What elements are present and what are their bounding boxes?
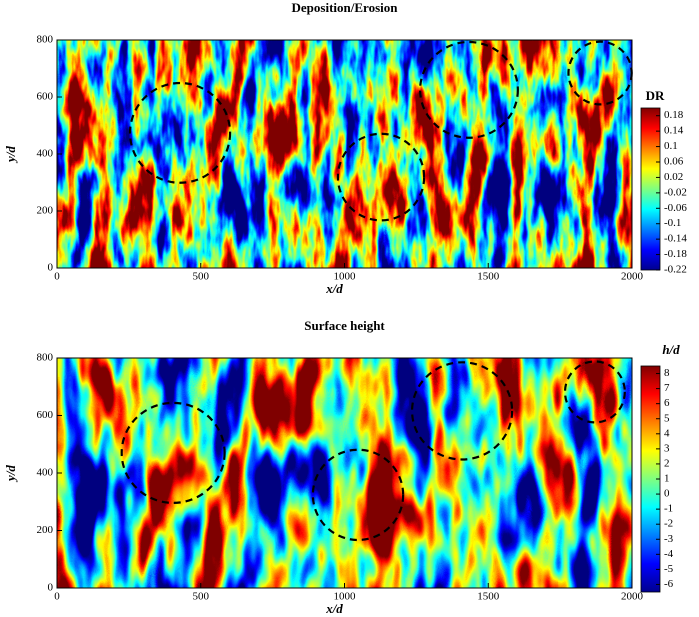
y-axis-label: y/d: [3, 146, 18, 164]
chart-title: Surface height: [304, 318, 385, 333]
colorbar-tick-label: -3: [664, 533, 674, 545]
colorbar-tick-label: 6: [664, 397, 670, 409]
dashed-circle: [419, 40, 519, 139]
colorbar-label: h/d: [662, 342, 680, 357]
y-tick-label: 800: [37, 34, 54, 46]
x-tick-label: 2000: [621, 591, 644, 603]
colorbar-tick-label: 4: [664, 427, 670, 439]
dashed-circle: [336, 132, 426, 222]
colorbar-label: DR: [646, 88, 665, 103]
y-tick-label: 400: [37, 467, 54, 479]
y-tick-label: 600: [37, 91, 54, 103]
colorbar-tick-label: 7: [664, 382, 670, 394]
x-tick-label: 1500: [477, 271, 500, 283]
dashed-circle: [128, 81, 232, 184]
dashed-circle: [120, 401, 226, 505]
colorbar-tick-label: -0.1: [664, 217, 681, 229]
y-tick-label: 400: [37, 148, 54, 160]
colorbar: [640, 107, 661, 271]
colorbar-tick-label: 0.06: [664, 156, 684, 168]
contour-field: [57, 358, 632, 588]
colorbar-tick-label: -0.18: [664, 248, 687, 260]
x-tick-label: 0: [54, 271, 60, 283]
x-axis-label: x/d: [325, 281, 343, 296]
y-axis-label: y/d: [3, 465, 18, 483]
x-tick-label: 1000: [334, 271, 357, 283]
x-tick-label: 0: [54, 591, 60, 603]
x-tick-label: 500: [193, 271, 210, 283]
colorbar-tick-label: -0.02: [664, 186, 687, 198]
colorbar-tick-label: 0.18: [664, 109, 684, 121]
dashed-circle: [410, 361, 514, 461]
y-tick-label: 0: [48, 262, 54, 274]
colorbar-tick-label: -2: [664, 518, 673, 530]
colorbar-tick-label: 0: [664, 488, 670, 500]
colorbar-tick-label: 0.02: [664, 171, 683, 183]
x-tick-label: 1000: [334, 591, 357, 603]
chart-title: Deposition/Erosion: [292, 0, 399, 15]
colorbar-tick-label: 2: [664, 457, 670, 469]
x-axis-label: x/d: [325, 601, 343, 616]
x-tick-label: 2000: [621, 271, 644, 283]
colorbar-tick-label: 0.14: [664, 125, 684, 137]
colorbar-tick-label: -0.06: [664, 202, 687, 214]
colorbar-tick-label: 0.1: [664, 140, 678, 152]
colorbar-tick-label: -0.22: [664, 264, 687, 276]
colorbar-tick-label: -5: [664, 563, 674, 575]
colorbar-tick-label: 1: [664, 473, 670, 485]
colorbar-tick-label: -1: [664, 503, 673, 515]
y-tick-label: 200: [37, 205, 54, 217]
y-tick-label: 0: [48, 582, 54, 594]
colorbar-tick-label: 5: [664, 412, 670, 424]
x-tick-label: 500: [193, 591, 210, 603]
colorbar-tick-label: -6: [664, 578, 674, 590]
colorbar-tick-label: -0.14: [664, 233, 687, 245]
y-tick-label: 200: [37, 524, 54, 536]
colorbar-tick-label: 3: [664, 442, 670, 454]
y-tick-label: 600: [37, 409, 54, 421]
dashed-circle: [311, 448, 405, 542]
x-tick-label: 1500: [477, 591, 500, 603]
colorbar-tick-label: 8: [664, 367, 670, 379]
colorbar-tick-label: -4: [664, 548, 674, 560]
y-tick-label: 800: [37, 352, 54, 364]
